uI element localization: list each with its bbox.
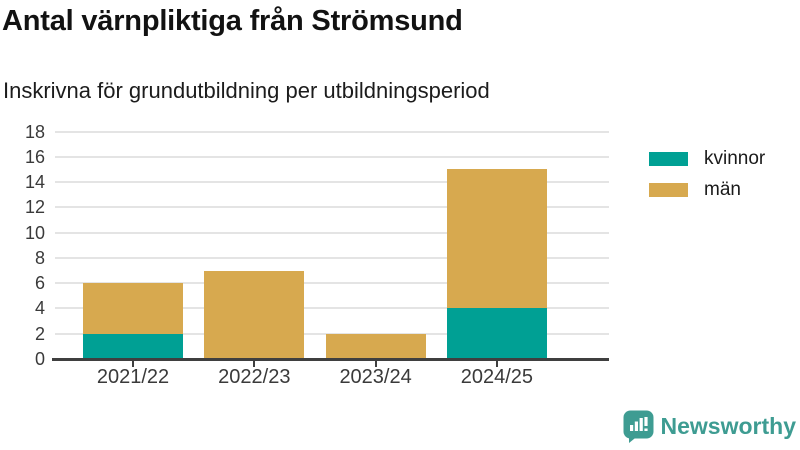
x-axis-tick-label: 2022/23	[218, 366, 291, 388]
legend-swatch	[649, 151, 688, 166]
legend-swatch	[649, 182, 688, 197]
y-axis-tick-label: 16	[24, 146, 45, 167]
bar-segment	[325, 333, 426, 359]
gridline	[55, 155, 609, 158]
y-axis-tick-label: 14	[24, 172, 45, 193]
newsworthy-brand-link[interactable]: Newsworthy	[623, 410, 796, 443]
x-axis-tick-mark	[374, 360, 377, 367]
bar-segment	[204, 270, 305, 359]
bar-segment	[83, 283, 183, 334]
legend-item: män	[649, 180, 765, 199]
y-axis-tick-label: 0	[34, 349, 45, 369]
newsworthy-logo-icon	[623, 410, 654, 443]
chart-title: Antal värnpliktiga från Strömsund	[2, 5, 463, 37]
bar-segment	[446, 169, 547, 309]
gridline	[55, 256, 609, 259]
gridline	[55, 206, 609, 209]
y-axis-tick-label: 18	[24, 121, 45, 142]
x-axis-tick-label: 2023/24	[339, 366, 412, 388]
x-axis-tick-label: 2021/22	[96, 366, 170, 388]
gridline	[55, 282, 609, 285]
legend-item: kvinnor	[649, 149, 765, 168]
bar-segment	[446, 308, 547, 359]
bar-segment	[83, 333, 183, 359]
y-axis-tick-label: 10	[24, 222, 45, 243]
x-axis-tick-mark	[253, 360, 256, 367]
y-axis-tick-label: 6	[34, 273, 45, 294]
gridline	[55, 231, 609, 234]
x-axis-tick-label: 2024/25	[460, 366, 534, 388]
chart-subtitle: Inskrivna för grundutbildning per utbild…	[3, 78, 490, 103]
y-axis-tick-label: 12	[24, 197, 45, 218]
y-axis-tick-label: 2	[34, 323, 45, 344]
y-axis-tick-label: 4	[34, 298, 45, 319]
x-axis-tick-mark	[495, 360, 498, 367]
x-axis-line	[52, 357, 609, 361]
y-axis-tick-label: 8	[34, 247, 45, 268]
gridline	[55, 307, 609, 310]
newsworthy-wordmark: Newsworthy	[660, 413, 796, 439]
legend: kvinnor män	[649, 149, 765, 211]
x-axis-tick-mark	[132, 360, 134, 367]
gridline	[55, 130, 609, 133]
gridline	[55, 181, 609, 184]
legend-label: män	[704, 179, 741, 200]
legend-label: kvinnor	[704, 148, 766, 169]
